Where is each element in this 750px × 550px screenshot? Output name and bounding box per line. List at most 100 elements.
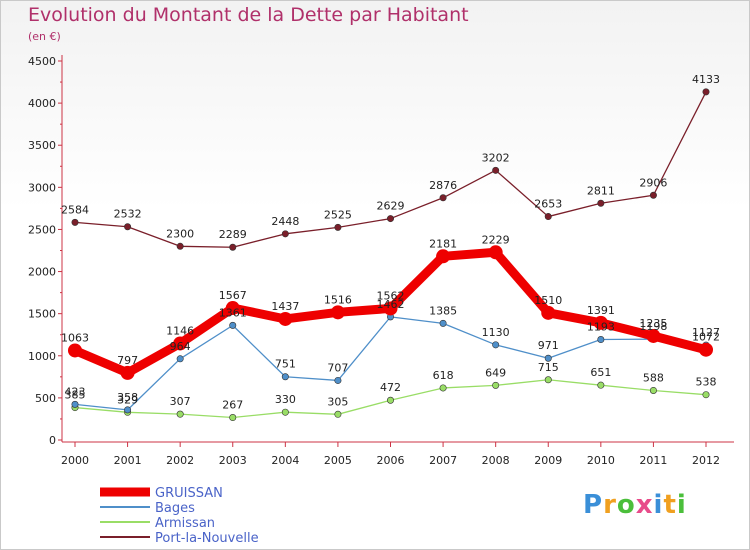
chart-series [68,88,713,422]
data-point [124,406,132,414]
data-point [544,213,552,221]
data-point [439,319,447,327]
data-label: 472 [380,381,401,394]
data-point [597,199,605,207]
data-point [597,381,605,389]
data-point [176,242,184,250]
data-point [383,301,398,316]
data-point [124,223,132,231]
data-label: 618 [433,369,454,382]
series-line-port-la-nouvelle [74,91,707,248]
data-point [173,336,188,351]
data-label: 1198 [639,320,667,333]
data-point [278,311,293,326]
data-label: 3202 [482,151,510,164]
y-tick-label: 0 [49,434,56,447]
x-tick-label: 2009 [534,454,562,467]
data-label: 1072 [692,331,720,344]
data-point [436,249,451,264]
data-point [229,414,237,422]
y-tick-label: 2000 [28,266,56,279]
data-label: 2181 [429,237,457,250]
legend-label: Armissan [155,516,215,531]
data-point [544,376,552,384]
data-label: 2584 [61,203,89,216]
data-label: 797 [117,354,138,367]
data-point [334,410,342,418]
data-label: 1127 [692,326,720,339]
data-label: 2629 [377,200,405,213]
logo-letter: o [616,490,636,520]
y-tick-label: 3500 [28,139,56,152]
data-point [120,365,135,380]
data-point [386,215,394,223]
legend-label: GRUISSAN [155,486,223,501]
data-label: 964 [170,340,191,353]
legend-label: Bages [155,501,195,516]
data-point [702,88,710,96]
x-tick-label: 2002 [166,454,194,467]
logo-letter: r [603,490,617,520]
data-point [176,410,184,418]
data-point [649,386,657,394]
data-point [597,336,605,344]
chart-axes: 0 500 1000 1500 2000 2500 3000 3500 4000 4500 2000… [28,55,734,467]
y-tick-label: 500 [35,392,56,405]
data-point [544,354,552,362]
data-label: 1130 [482,326,510,339]
data-point [439,194,447,202]
data-point [488,245,503,260]
data-label: 1510 [534,294,562,307]
data-label: 649 [485,366,506,379]
data-point [492,341,500,349]
legend-label: Port-la-Nouvelle [155,531,259,546]
data-label: 971 [538,339,559,352]
data-point [386,396,394,404]
proxiti-logo: Proxiti [583,490,687,520]
data-point [68,343,82,358]
data-point [649,191,657,199]
data-label: 305 [327,395,348,408]
data-point [71,218,79,226]
data-point [439,384,447,392]
x-tick-label: 2010 [587,454,615,467]
data-label: 1063 [61,331,89,344]
data-point [702,391,710,399]
y-tick-label: 4500 [28,55,56,68]
data-label: 1462 [377,298,405,311]
data-point [225,301,240,316]
y-tick-label: 2500 [28,223,56,236]
x-tick-label: 2004 [271,454,299,467]
data-label: 2532 [114,208,142,221]
x-tick-label: 2005 [324,454,352,467]
x-tick-label: 2003 [219,454,247,467]
x-tick-label: 2001 [114,454,142,467]
data-point [593,315,608,330]
logo-letter: i [676,490,687,520]
data-label: 2289 [219,228,247,241]
data-label: 1385 [429,304,457,317]
y-tick-label: 4000 [28,97,56,110]
logo-letter: P [583,490,604,520]
data-label: 2448 [271,215,299,228]
data-label: 2653 [534,198,562,211]
data-label: 4133 [692,73,720,86]
data-label: 423 [65,385,86,398]
x-tick-label: 2006 [377,454,405,467]
data-point [646,328,661,343]
y-tick-label: 1500 [28,308,56,321]
data-point [330,305,345,320]
data-point [492,381,500,389]
data-label: 651 [590,366,611,379]
y-tick-label: 1000 [28,350,56,363]
x-tick-label: 2007 [429,454,457,467]
data-label: 588 [643,371,664,384]
data-label: 1562 [377,289,405,302]
data-label: 385 [65,389,86,402]
data-point [229,321,237,329]
data-point [492,166,500,174]
data-label: 1437 [271,300,299,313]
data-label: 2906 [639,176,667,189]
